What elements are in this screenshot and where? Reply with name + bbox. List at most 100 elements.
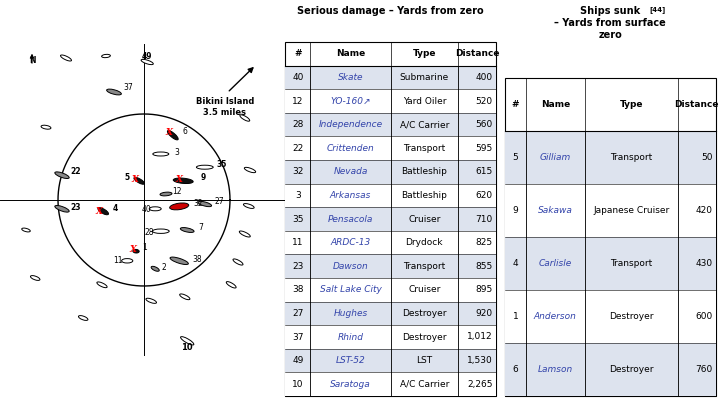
Ellipse shape <box>244 167 256 173</box>
Ellipse shape <box>55 172 69 178</box>
Bar <box>285 66 496 89</box>
Bar <box>285 372 496 396</box>
Text: 12: 12 <box>172 188 181 196</box>
Text: 2,265: 2,265 <box>467 380 492 389</box>
Text: 27: 27 <box>215 198 224 206</box>
Ellipse shape <box>60 55 71 61</box>
Text: Destroyer: Destroyer <box>402 309 446 318</box>
Text: 28: 28 <box>292 120 304 129</box>
Text: 620: 620 <box>476 191 492 200</box>
Text: Crittenden: Crittenden <box>327 144 374 153</box>
Text: 12: 12 <box>292 96 304 106</box>
Ellipse shape <box>174 178 193 184</box>
Text: Distance: Distance <box>675 100 719 109</box>
Text: Destroyer: Destroyer <box>609 312 654 321</box>
Text: 615: 615 <box>475 167 492 176</box>
Ellipse shape <box>30 276 40 280</box>
Ellipse shape <box>102 54 110 58</box>
Bar <box>285 136 496 160</box>
Text: 37: 37 <box>292 332 304 342</box>
Text: Rhind: Rhind <box>338 332 364 342</box>
Text: 420: 420 <box>696 206 712 215</box>
Text: 40: 40 <box>141 206 151 214</box>
Text: Japanese Cruiser: Japanese Cruiser <box>593 206 670 215</box>
Text: 5: 5 <box>513 153 518 162</box>
Ellipse shape <box>55 206 69 212</box>
Text: 1,012: 1,012 <box>467 332 492 342</box>
Text: Hughes: Hughes <box>333 309 368 318</box>
Ellipse shape <box>132 249 139 253</box>
Text: Pensacola: Pensacola <box>328 214 373 224</box>
Text: Sakawa: Sakawa <box>538 206 573 215</box>
Text: 855: 855 <box>475 262 492 271</box>
Text: Destroyer: Destroyer <box>402 332 446 342</box>
Text: 23: 23 <box>292 262 304 271</box>
Ellipse shape <box>149 207 161 211</box>
Text: Distance: Distance <box>455 49 499 58</box>
Text: 11: 11 <box>113 256 122 265</box>
Text: ARDC-13: ARDC-13 <box>330 238 371 247</box>
Ellipse shape <box>22 228 30 232</box>
Text: X: X <box>96 207 103 216</box>
Ellipse shape <box>170 203 189 210</box>
Bar <box>285 184 496 207</box>
Ellipse shape <box>97 282 107 288</box>
Ellipse shape <box>107 89 122 95</box>
Text: 825: 825 <box>476 238 492 247</box>
Bar <box>285 207 496 231</box>
Text: A/C Carrier: A/C Carrier <box>400 380 449 389</box>
Ellipse shape <box>134 177 145 184</box>
Text: 600: 600 <box>695 312 712 321</box>
Ellipse shape <box>151 266 159 271</box>
Text: 35: 35 <box>292 214 304 224</box>
Ellipse shape <box>78 316 88 320</box>
Ellipse shape <box>243 204 254 208</box>
Text: Ships sunk: Ships sunk <box>580 6 640 16</box>
Text: 32: 32 <box>193 200 203 208</box>
Text: X: X <box>132 176 139 184</box>
Bar <box>285 278 496 302</box>
Ellipse shape <box>180 228 194 232</box>
Text: #: # <box>294 49 302 58</box>
Ellipse shape <box>153 152 168 156</box>
Text: Carlisle: Carlisle <box>539 259 572 268</box>
Text: 50: 50 <box>701 153 712 162</box>
Text: 4: 4 <box>112 204 118 213</box>
Text: Transport: Transport <box>403 144 446 153</box>
Ellipse shape <box>141 59 153 65</box>
Bar <box>285 42 496 396</box>
Text: 6: 6 <box>182 128 187 136</box>
Text: 49: 49 <box>292 356 304 365</box>
Ellipse shape <box>180 294 190 300</box>
Text: – Yards from surface: – Yards from surface <box>554 18 666 28</box>
Text: 2: 2 <box>161 263 166 272</box>
Text: Name: Name <box>336 49 365 58</box>
Text: Bikini Island
3.5 miles: Bikini Island 3.5 miles <box>196 97 254 117</box>
Text: 1: 1 <box>513 312 518 321</box>
Text: Type: Type <box>413 49 436 58</box>
Text: 32: 32 <box>292 167 304 176</box>
Text: Drydock: Drydock <box>405 238 443 247</box>
Ellipse shape <box>170 257 189 264</box>
Text: Nevada: Nevada <box>333 167 368 176</box>
Ellipse shape <box>153 229 169 234</box>
Text: 430: 430 <box>696 259 712 268</box>
Bar <box>285 325 496 349</box>
Text: 760: 760 <box>695 365 712 374</box>
Bar <box>505 184 716 237</box>
Bar <box>505 343 716 396</box>
Text: 520: 520 <box>476 96 492 106</box>
Text: X: X <box>176 176 183 184</box>
Text: Type: Type <box>619 100 643 109</box>
Text: 11: 11 <box>292 238 304 247</box>
Ellipse shape <box>122 259 132 263</box>
Text: Transport: Transport <box>403 262 446 271</box>
Bar <box>505 78 716 396</box>
Text: 9: 9 <box>201 174 206 182</box>
Text: 22: 22 <box>70 168 81 176</box>
Text: 35: 35 <box>217 160 228 169</box>
Text: Yard Oiler: Yard Oiler <box>402 96 446 106</box>
Ellipse shape <box>41 125 51 129</box>
Text: Arkansas: Arkansas <box>330 191 372 200</box>
Text: zero: zero <box>598 30 622 40</box>
